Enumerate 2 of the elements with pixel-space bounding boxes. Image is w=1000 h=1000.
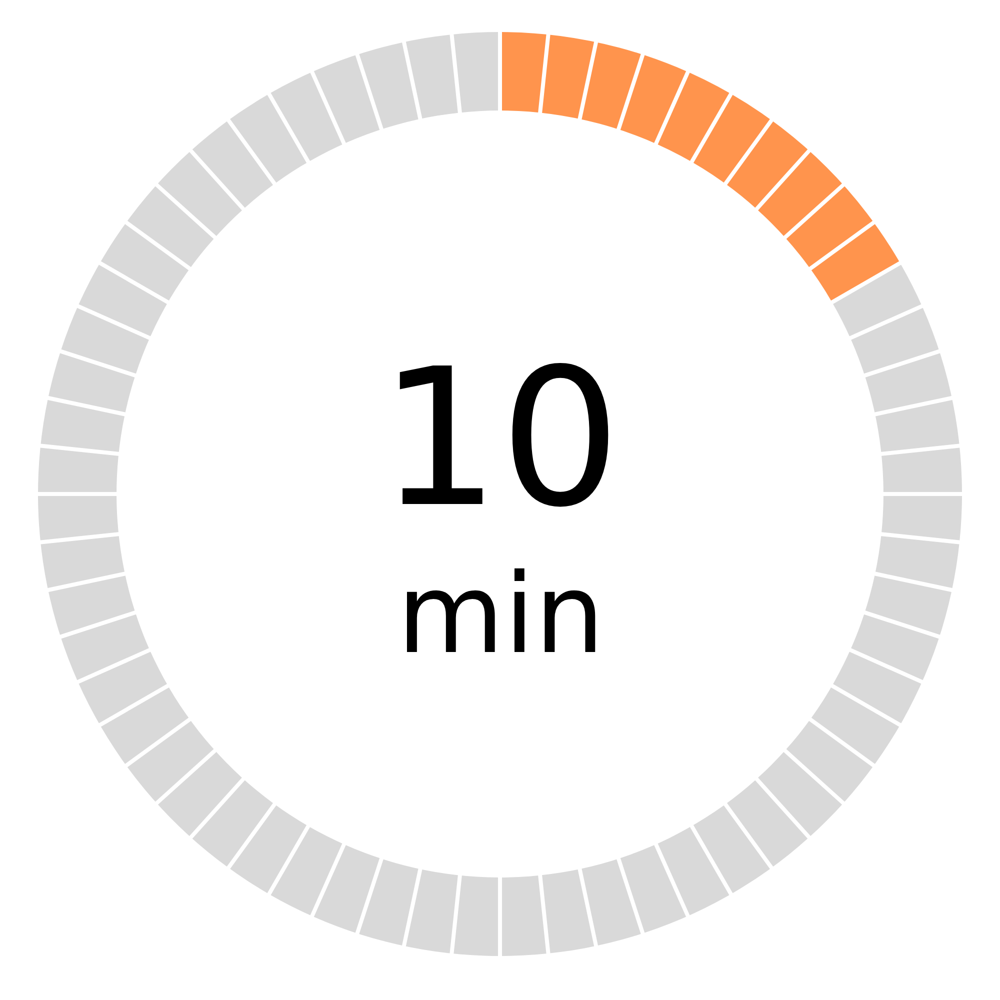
- text: min: [397, 550, 604, 678]
- text: 10: [379, 328, 621, 549]
